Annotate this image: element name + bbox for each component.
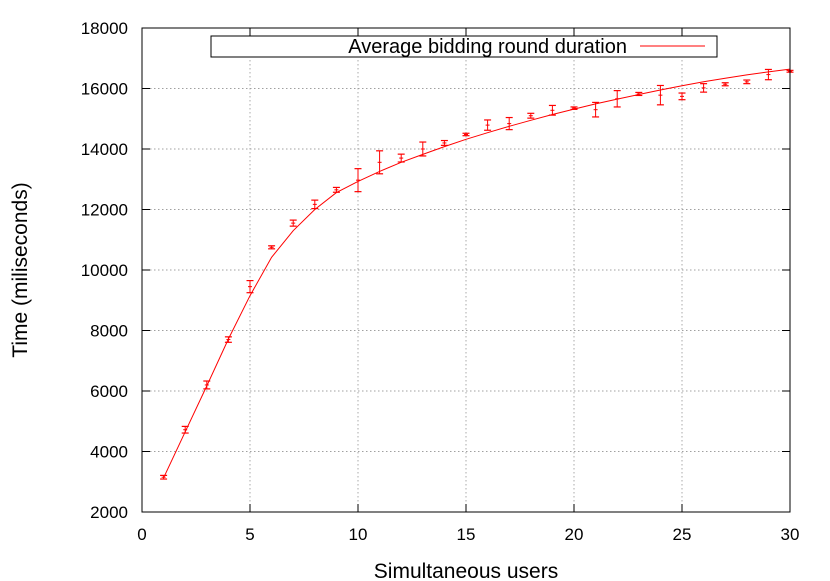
errorbar-layer <box>160 68 794 480</box>
errorbar-point <box>203 380 211 390</box>
y-tick-label: 18000 <box>81 19 128 38</box>
y-tick-label: 4000 <box>90 443 128 462</box>
errorbar-point <box>440 139 448 146</box>
errorbar-point <box>700 83 708 93</box>
errorbar-point <box>678 92 686 101</box>
errorbar-point <box>160 474 168 480</box>
errorbar-point <box>721 82 729 87</box>
errorbar-point <box>246 279 254 294</box>
series-line <box>163 68 791 479</box>
x-tick-label: 10 <box>349 525 368 544</box>
errorbar-point <box>332 186 340 193</box>
errorbar-point <box>743 79 751 85</box>
x-tick-label: 20 <box>565 525 584 544</box>
errorbar-point <box>419 141 427 157</box>
errorbar-point <box>592 101 600 118</box>
x-tick-label: 15 <box>457 525 476 544</box>
y-tick-label: 8000 <box>90 322 128 341</box>
errorbar-point <box>354 168 362 193</box>
errorbar-point <box>181 425 189 434</box>
errorbar-point <box>311 199 319 210</box>
series-line-layer <box>163 68 791 479</box>
legend-box <box>210 35 718 58</box>
x-axis-label: Simultaneous users <box>374 560 558 581</box>
errorbar-point <box>397 153 405 163</box>
x-tick-label: 5 <box>245 525 254 544</box>
errorbar-point <box>570 106 578 110</box>
y-tick-label: 10000 <box>81 261 128 280</box>
y-tick-label: 16000 <box>81 80 128 99</box>
y-axis-label: Time (miliseconds) <box>9 182 32 357</box>
tick-layer: 0 5 10 15 20 25 30 2000 4000 6000 8000 10000 12000 14… <box>81 19 800 544</box>
errorbar-point <box>527 112 535 119</box>
errorbar-point <box>656 84 664 106</box>
errorbar-point <box>505 116 513 131</box>
errorbar-point <box>268 245 276 250</box>
errorbar-point <box>462 132 470 137</box>
plot-frame <box>141 27 791 513</box>
x-tick-label: 0 <box>137 525 146 544</box>
grid-layer <box>142 28 790 512</box>
y-tick-label: 12000 <box>81 201 128 220</box>
errorbar-point <box>484 119 492 131</box>
errorbar-point <box>613 90 621 108</box>
errorbar-point <box>548 104 556 116</box>
errorbar-point <box>764 68 772 81</box>
x-tick-label: 25 <box>673 525 692 544</box>
errorbar-point <box>376 150 384 175</box>
y-tick-label: 2000 <box>90 503 128 522</box>
legend: Average bidding round duration <box>210 35 718 58</box>
errorbar-point <box>224 336 232 343</box>
errorbar-point <box>635 91 643 97</box>
x-tick-label: 30 <box>781 525 800 544</box>
y-tick-label: 6000 <box>90 382 128 401</box>
errorbar-point <box>289 219 297 227</box>
legend-label: Average bidding round duration <box>348 36 627 58</box>
y-tick-label: 14000 <box>81 140 128 159</box>
